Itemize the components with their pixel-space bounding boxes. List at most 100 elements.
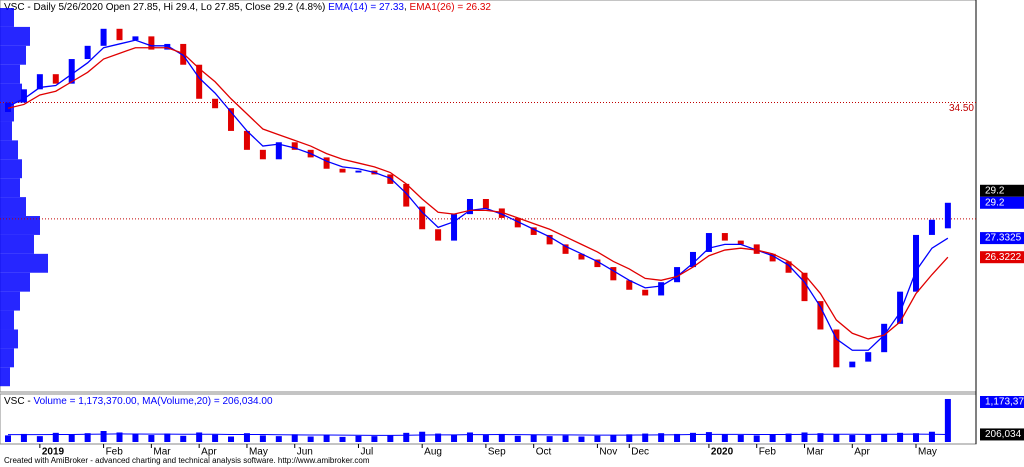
candle [323,157,330,169]
candle [881,323,888,353]
volume-bar [482,435,489,442]
candle [865,352,872,362]
volume-profile-bar [0,178,20,198]
last-value-label: 1,173,370 [985,397,1024,408]
candle [148,36,155,50]
volume-bar [355,435,362,442]
volume-bar [84,433,91,442]
x-tick-label: Feb [106,447,124,458]
candle [944,202,951,229]
volume-bar [466,432,473,442]
volume-ma-label: MA(Volume,20) = 206,034.00 [142,396,273,407]
volume-title: VSC - [4,396,33,407]
volume-bar [594,435,601,442]
volume-bar [419,431,426,442]
x-tick-label: Feb [759,447,777,458]
candle [36,74,43,90]
candle [674,267,681,283]
volume-profile-bar [0,310,14,330]
x-tick-label: Sep [488,447,506,458]
volume-profile-bar [0,272,30,292]
last-value-label: 29.2 [985,197,1005,208]
candle [228,108,235,131]
candle [84,45,91,60]
candle [785,261,792,273]
volume-bar [36,436,43,442]
volume-profile-bar [0,83,22,103]
candle [100,28,107,46]
volume-profile-bar [0,140,18,160]
volume-bar [801,432,808,442]
candle [849,361,856,368]
x-tick-label: May [249,447,268,458]
last-value-label: 206,034 [985,429,1022,440]
ema-line [7,47,949,340]
volume-profile-bar [0,234,34,254]
candle [594,259,601,268]
x-tick-label: Apr [854,447,870,458]
candle [52,74,59,84]
volume-bar [275,436,282,442]
volume-profile-bar [0,64,20,84]
candle [132,36,139,41]
level-label: 34.50 [949,103,974,114]
volume-bar [897,432,904,442]
legend-ema26: EMA1(26) = 26.32 [410,2,492,13]
volume-bar [817,433,824,442]
volume-bar [849,435,856,442]
volume-profile-bar [0,159,22,179]
volume-bar [546,436,553,442]
volume-bar [769,434,776,442]
candle [435,229,442,241]
volume-profile-bar [0,367,10,387]
candle [116,28,123,41]
volume-bar [228,436,235,442]
candle [530,227,537,235]
volume-bar [339,436,346,442]
volume-bar [20,433,27,442]
candle [291,142,298,150]
candle [801,272,808,302]
volume-bar [259,435,266,442]
volume-bar [52,432,59,442]
x-tick-label: Oct [536,447,552,458]
volume-bar [116,432,123,442]
volume-bar [610,435,617,442]
volume-bar [913,433,920,442]
candle [196,64,203,99]
candle [275,142,282,160]
volume-bar [164,433,171,442]
candle [658,282,665,296]
x-tick-label: Mar [807,447,825,458]
volume-bar [705,432,712,442]
candle [514,217,521,228]
candle [562,244,569,254]
candle [689,251,696,268]
candle [339,168,346,173]
x-tick-label: Jun [297,447,313,458]
candle [546,234,553,245]
last-value-label: 26.3222 [985,252,1022,263]
volume-bar [562,435,569,442]
candle [578,253,585,260]
x-tick-label: 2020 [711,447,734,458]
volume-profile-bar [0,197,26,217]
candle [419,206,426,230]
candle [259,149,266,160]
x-tick-label: Mar [153,447,171,458]
price-panel [0,0,977,393]
candle [164,43,171,50]
volume-label: Volume = 1,173,370.00, [33,396,139,407]
candle [769,253,776,262]
volume-bar [944,398,951,442]
candle [721,233,728,241]
candle [68,59,75,84]
volume-bar [865,434,872,442]
candle [451,214,458,241]
last-value-box [980,396,1024,408]
last-value-box [980,196,1024,209]
candle [387,174,394,184]
candle [5,102,11,113]
volume-bar [689,432,696,442]
